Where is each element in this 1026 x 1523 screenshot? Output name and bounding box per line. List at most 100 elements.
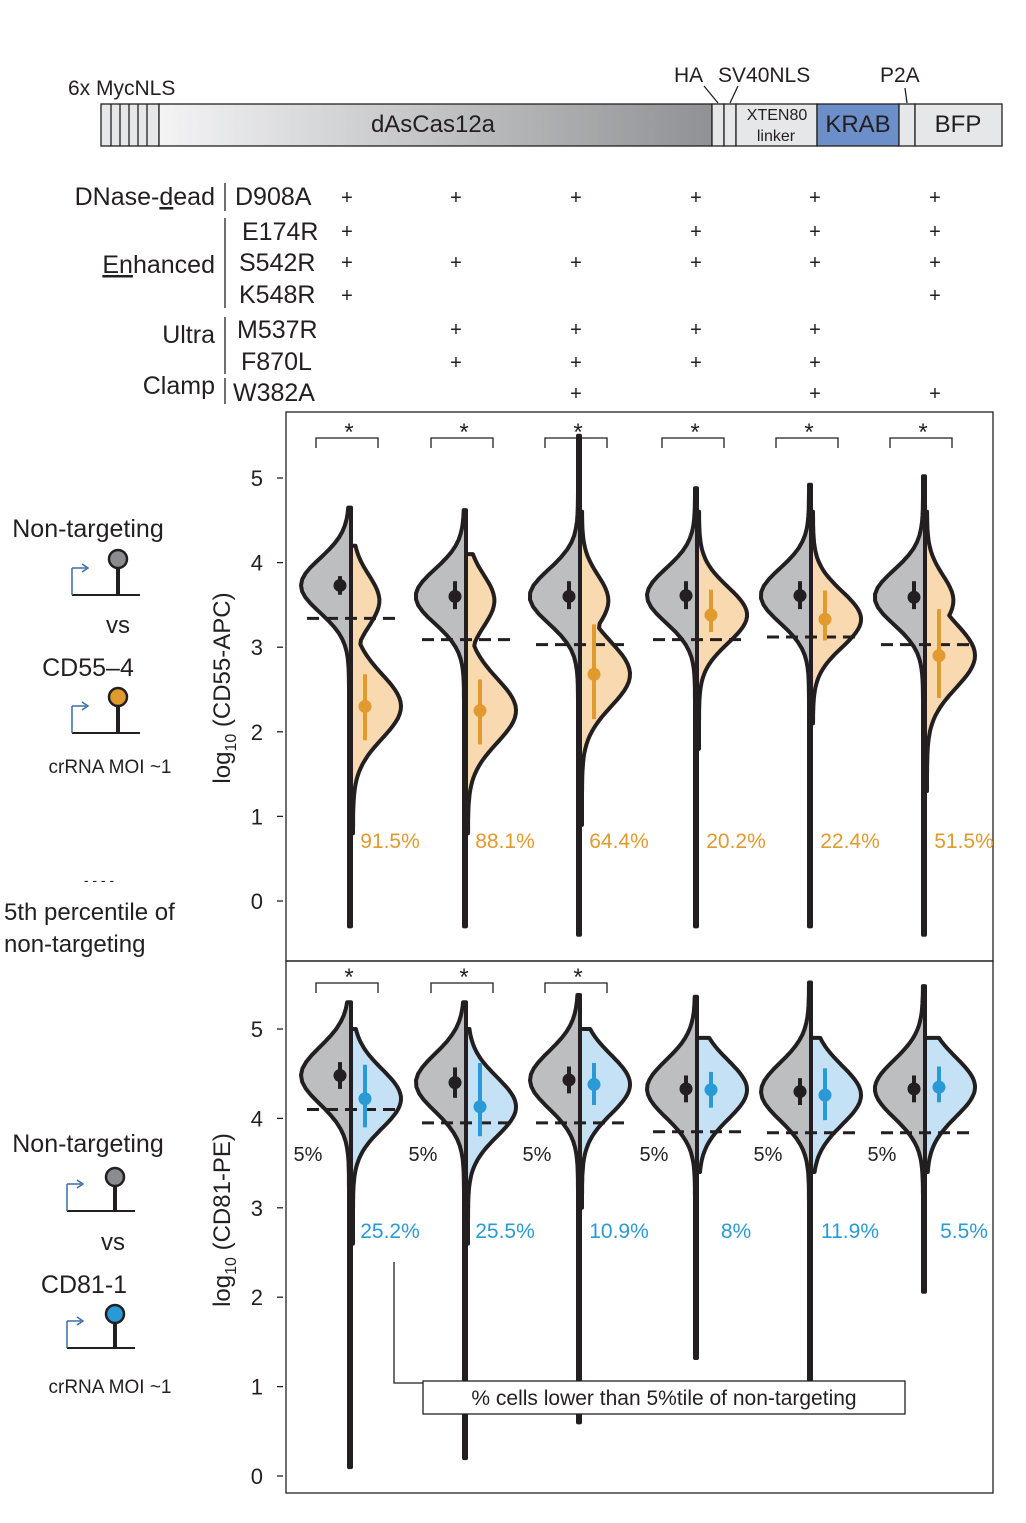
- plus-mark-w382a-col3: +: [570, 383, 582, 405]
- cd55-chart: 0 1 2 3 4 5 * 91.5% * 88.1% * 64.4% * 20.2% * 22.4% * 51.…: [251, 419, 994, 937]
- plus-mark-d908a-col1: +: [341, 187, 353, 209]
- violin-nontargeting-6: [873, 984, 927, 1294]
- significance-star-3: *: [573, 419, 582, 446]
- significance-bracket-3: [544, 982, 608, 993]
- cd81-crrna-icon: [66, 1303, 135, 1349]
- y-tick-label-3: 3: [251, 635, 263, 660]
- annotation-box: [422, 1380, 906, 1415]
- significance-bracket-4: [661, 437, 725, 448]
- targeting-median-3: [587, 667, 601, 681]
- violin-targeting-6: [923, 1035, 977, 1174]
- significance-star-1: *: [344, 964, 353, 991]
- percent-lower-label-4: 8%: [721, 1220, 751, 1243]
- violin-targeting-1: [349, 1027, 403, 1246]
- significance-bracket-3: [544, 437, 608, 448]
- plus-mark-d908a-col3: +: [570, 187, 582, 209]
- y-tick-label-5: 5: [251, 466, 263, 491]
- plus-mark-k548r-col1: +: [341, 285, 353, 307]
- plus-mark-w382a-col5: +: [809, 383, 821, 405]
- significance-bracket-1: [315, 982, 379, 993]
- five-percent-label-4: 5%: [640, 1144, 669, 1166]
- cd55-y-axis-label: log10 (CD55-APC): [209, 592, 240, 783]
- targeting-median-1: [358, 699, 372, 713]
- significance-bracket-5: [775, 437, 839, 448]
- targeting-median-4: [704, 608, 718, 622]
- nontargeting-median-3: [562, 589, 576, 603]
- plus-mark-w382a-col6: +: [929, 383, 941, 405]
- significance-star-4: *: [690, 419, 699, 446]
- group-label-clamp: Clamp: [143, 372, 215, 400]
- construct-sv40nls-label: SV40NLS: [718, 64, 810, 87]
- violin-nontargeting-4: [645, 486, 699, 929]
- nontargeting-median-4: [679, 1082, 693, 1096]
- targeting-median-3: [587, 1077, 601, 1091]
- five-percent-label-2: 5%: [409, 1144, 438, 1166]
- construct-ha-label: HA: [674, 64, 703, 87]
- percent-lower-label-1: 25.2%: [360, 1220, 420, 1243]
- violin-targeting-1: [349, 543, 403, 836]
- targeting-median-2: [473, 1100, 487, 1114]
- plus-mark-s542r-col1: +: [341, 252, 353, 274]
- nontargeting-median-2: [448, 1076, 462, 1090]
- construct-diagram: dAsCas12a XTEN80 linker KRAB BFP 6x MycN…: [68, 64, 1003, 147]
- plus-mark-m537r-col2: +: [450, 319, 462, 341]
- legend-cd55-vs: vs: [106, 612, 130, 639]
- nontargeting-median-6: [907, 1082, 921, 1096]
- plus-mark-e174r-col5: +: [809, 221, 821, 243]
- nontargeting-median-5: [793, 589, 807, 603]
- mutation-plus-marks: + + + + + + + + + + + + + + + + + + + + + + + + + + + + +: [341, 187, 941, 405]
- mutation-label-d908a: D908A: [235, 183, 312, 211]
- plus-mark-d908a-col2: +: [450, 187, 462, 209]
- five-percent-label-5: 5%: [754, 1144, 783, 1166]
- percent-lower-label-1: 91.5%: [360, 830, 420, 853]
- mutation-label-w382a: W382A: [233, 379, 315, 407]
- nontargeting-median-4: [679, 589, 693, 603]
- cd55-crrna-icon: [71, 686, 140, 734]
- violin-nontargeting-3: [528, 433, 582, 937]
- violin-nontargeting-5: [759, 482, 813, 929]
- group-label-enhanced: Enhanced: [102, 251, 215, 279]
- y-tick-label-2: 2: [251, 720, 263, 745]
- legend-cd81-vs: vs: [101, 1229, 125, 1256]
- plus-mark-s542r-col3: +: [570, 252, 582, 274]
- violin-nontargeting-2: [414, 508, 468, 929]
- plus-mark-s542r-col4: +: [690, 252, 702, 274]
- y-tick-label-1: 1: [251, 804, 263, 829]
- significance-bracket-2: [430, 437, 494, 448]
- sv40nls-pointer: [729, 85, 739, 104]
- percent-lower-label-2: 25.5%: [475, 1220, 535, 1243]
- y-tick-label-0: 0: [251, 1464, 263, 1489]
- construct-bfp-label: BFP: [935, 111, 982, 138]
- percent-lower-label-6: 5.5%: [940, 1220, 988, 1243]
- plus-mark-s542r-col5: +: [809, 252, 821, 274]
- plus-mark-s542r-col6: +: [929, 252, 941, 274]
- nontargeting-median-6: [907, 590, 921, 604]
- violin-targeting-3: [578, 1027, 632, 1210]
- legend-panel: Non-targeting vs CD55–4 crRNA MOI ~1 - -…: [4, 515, 175, 1398]
- construct-p2a-label: P2A: [880, 64, 920, 87]
- violin-nontargeting-6: [873, 474, 927, 937]
- plus-mark-m537r-col3: +: [570, 319, 582, 341]
- legend-cd81-moi: crRNA MOI ~1: [49, 1377, 172, 1398]
- nontargeting-median-5: [793, 1085, 807, 1099]
- five-percent-label-3: 5%: [523, 1144, 552, 1166]
- y-tick-label-0: 0: [251, 889, 263, 914]
- cd81-chart: 0 1 2 3 4 5 * 25.2% 5% * 25.5% 5% * 10.9% 5% 8% 5% 11.9% 5…: [251, 964, 988, 1489]
- violin-targeting-4: [695, 1035, 749, 1174]
- nontargeting-median-2: [448, 589, 462, 603]
- significance-bracket-1: [315, 437, 379, 448]
- annotation-connector: [393, 1262, 423, 1384]
- percent-lower-label-2: 88.1%: [475, 830, 535, 853]
- p2a-pointer: [904, 87, 908, 104]
- violin-targeting-3: [578, 509, 632, 827]
- legend-cd55-guide-label: CD55–4: [42, 654, 134, 682]
- nontargeting-median-1: [333, 578, 347, 592]
- nontargeting-median-3: [562, 1073, 576, 1087]
- construct-bfp-segment: [914, 103, 1003, 147]
- targeting-median-6: [932, 1080, 946, 1094]
- mutation-label-m537r: M537R: [237, 316, 318, 344]
- significance-star-6: *: [918, 419, 927, 446]
- significance-star-1: *: [344, 419, 353, 446]
- plus-mark-e174r-col6: +: [929, 221, 941, 243]
